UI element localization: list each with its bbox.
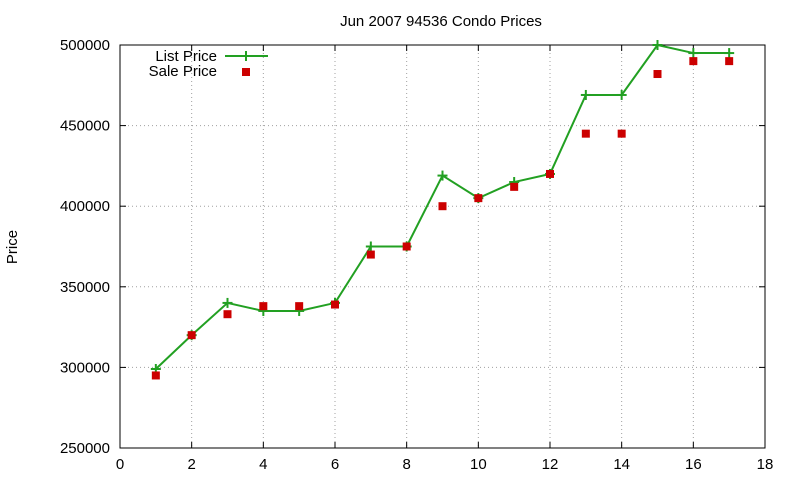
legend-swatch-sale-price — [242, 68, 250, 76]
sale-price-point — [653, 70, 662, 79]
x-tick-label: 10 — [470, 456, 487, 473]
sale-price-point — [366, 250, 375, 259]
y-tick-label: 450000 — [60, 118, 110, 135]
axis-ticks: 0 2 4 6 8 10 12 14 16 18 250000 300000 350000 400000 4… — [60, 37, 773, 473]
sale-price-point — [331, 300, 339, 309]
list-price-point — [365, 241, 376, 252]
y-tick-label: 400000 — [60, 198, 110, 215]
x-tick-label: 8 — [402, 456, 410, 473]
x-tick-label: 16 — [685, 456, 702, 473]
legend-marker-sale-price — [242, 68, 250, 76]
sale-price-point — [438, 202, 447, 211]
series-layer — [150, 40, 735, 380]
list-price-point — [580, 89, 591, 100]
x-tick-label: 2 — [187, 456, 195, 473]
y-tick-label: 300000 — [60, 359, 110, 376]
list-price-point — [437, 170, 448, 181]
plot-frame — [119, 44, 766, 449]
sale-price-point — [689, 57, 698, 66]
legend-marker-list-price — [241, 51, 251, 61]
sale-price-point — [546, 169, 554, 178]
legend-label-sale-price: Sale Price — [149, 63, 217, 80]
list-price-point — [688, 48, 699, 59]
sale-price-point — [617, 129, 626, 138]
sale-price-point — [223, 310, 232, 319]
list-price-point — [616, 89, 627, 100]
x-tick-label: 0 — [116, 456, 124, 473]
chart-title: Jun 2007 94536 Condo Prices — [340, 13, 542, 30]
y-tick-label: 350000 — [60, 279, 110, 296]
x-tick-label: 4 — [259, 456, 267, 473]
x-tick-label: 14 — [613, 456, 630, 473]
sale-price-point — [151, 371, 160, 380]
sale-price-point — [295, 302, 304, 311]
x-tick-label: 18 — [757, 456, 774, 473]
x-tick-label: 12 — [542, 456, 559, 473]
sale-price-point — [402, 242, 411, 251]
y-tick-label: 500000 — [60, 37, 110, 54]
grid-lines — [120, 45, 765, 448]
y-tick-label: 250000 — [60, 440, 110, 457]
x-tick-label: 6 — [331, 456, 339, 473]
y-axis-label: Price — [4, 230, 21, 264]
list-price-point — [652, 40, 663, 50]
sale-price-point — [187, 331, 196, 340]
sale-price-point — [259, 302, 268, 311]
sale-price-point — [474, 194, 483, 203]
list-price-point — [724, 48, 735, 59]
legend-swatch-list-price — [225, 51, 268, 61]
list-price-point — [222, 297, 233, 308]
sale-price-point — [510, 182, 519, 191]
legend-label-list-price: List Price — [155, 48, 217, 65]
legend: List Price Sale Price — [149, 48, 268, 80]
sale-price-point — [581, 129, 590, 138]
sale-price-point — [725, 57, 734, 66]
